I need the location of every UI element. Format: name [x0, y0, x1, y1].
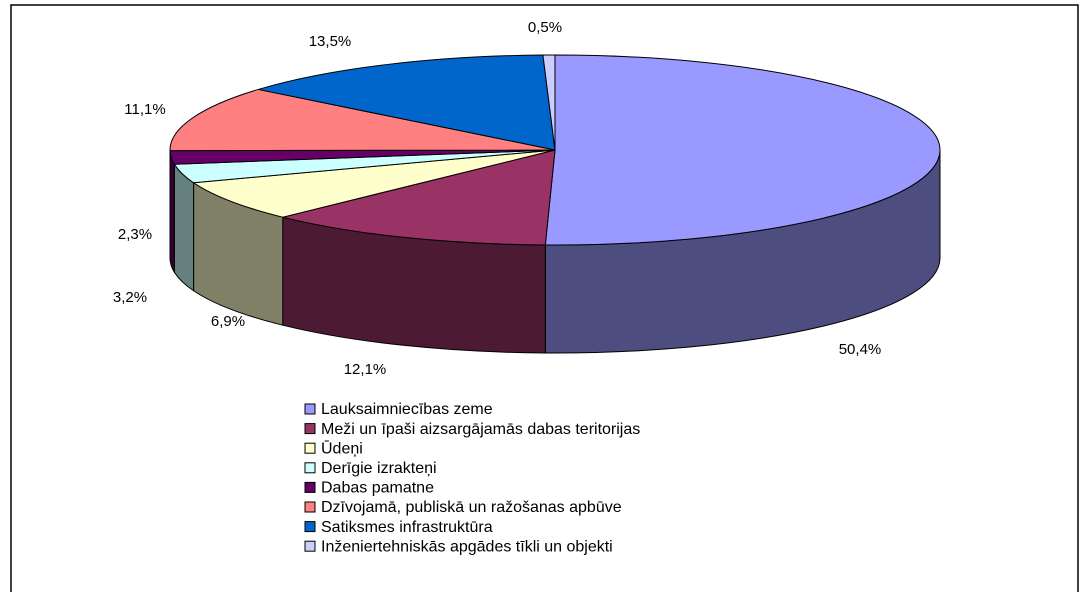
slice	[192, 149, 556, 218]
data-label: 3,2%	[113, 289, 147, 306]
slice	[282, 149, 556, 246]
data-label: 12,1%	[344, 361, 387, 378]
legend-swatch	[304, 462, 316, 474]
data-label: 11,1%	[124, 101, 165, 118]
slice	[544, 54, 941, 246]
legend-swatch	[304, 501, 316, 513]
legend-swatch	[304, 423, 316, 435]
slice-side	[169, 150, 175, 275]
legend-label: Inženiertehniskās apgādes tīkli un objek…	[321, 538, 613, 555]
legend-label: Dabas pamatne	[321, 480, 434, 497]
legend-label: Ūdeņi	[321, 439, 363, 457]
legend-label: Meži un īpaši aizsargājamās dabas terito…	[321, 421, 640, 438]
slice-side	[173, 162, 195, 292]
legend-swatch	[304, 442, 316, 454]
data-label: 50,4%	[839, 341, 882, 358]
chart-frame	[10, 4, 1079, 592]
slice	[169, 88, 556, 152]
data-label: 0,5%	[528, 19, 562, 36]
legend-label: Satiksmes infrastruktūra	[321, 519, 493, 536]
legend-swatch	[304, 540, 316, 552]
legend-swatch	[304, 481, 316, 493]
legend-label: Derīgie izrakteņi	[321, 460, 437, 477]
legend-swatch	[304, 403, 316, 415]
legend-label: Lauksaimniecības zeme	[321, 401, 493, 418]
legend-swatch	[304, 521, 316, 533]
slice	[542, 54, 556, 151]
data-label: 2,3%	[118, 226, 152, 243]
slice	[258, 54, 556, 151]
data-label: 13,5%	[309, 33, 352, 50]
legend-label: Dzīvojamā, publiskā un ražošanas apbūve	[321, 499, 622, 516]
data-label: 6,9%	[211, 313, 245, 330]
